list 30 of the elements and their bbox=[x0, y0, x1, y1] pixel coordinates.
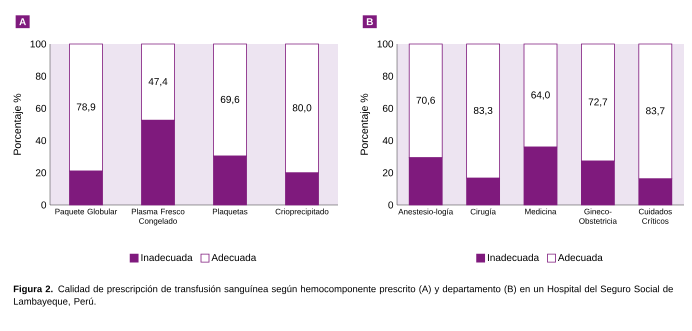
legend-label: Inadecuada bbox=[141, 254, 193, 262]
y-tick-label: 100 bbox=[378, 40, 394, 48]
y-tick-label: 40 bbox=[36, 137, 46, 144]
y-tick-label: 80 bbox=[382, 72, 394, 80]
y-tick-label: 60 bbox=[36, 104, 46, 112]
legend-label: Inadecuada bbox=[488, 254, 540, 262]
data-label: 70,6 bbox=[416, 96, 435, 105]
y-axis-title: Porcentaje % bbox=[360, 94, 370, 155]
data-label: 64,0 bbox=[531, 91, 550, 100]
y-axis-title: Porcentaje % bbox=[13, 94, 24, 155]
data-label: 47,4 bbox=[148, 78, 168, 86]
y-tick-label: 0 bbox=[388, 201, 394, 209]
data-label: 69,6 bbox=[220, 96, 240, 104]
y-tick-label: 80 bbox=[36, 72, 46, 80]
y-tick-label: 100 bbox=[30, 40, 46, 48]
y-tick-label: 20 bbox=[382, 169, 394, 176]
text: Figura 2. Calidad de prescripción de transfusión sanguínea según hemocomponente prescrito (A) y departamento (B) en un Hospital del Seguro Social de Lambayeque, Perú. bbox=[14, 285, 673, 307]
y-tick-label: 60 bbox=[382, 104, 394, 112]
data-label: 72,7 bbox=[588, 98, 608, 107]
data-label: 80,0 bbox=[292, 104, 312, 113]
legend-label: Adecuada bbox=[211, 254, 256, 262]
y-tick-label: 0 bbox=[41, 201, 46, 209]
chart-title: A bbox=[19, 18, 26, 26]
chart-title: B bbox=[366, 18, 373, 26]
data-label: 83,3 bbox=[474, 106, 492, 116]
legend-label: Adecuada bbox=[558, 254, 603, 262]
y-tick-label: 40 bbox=[382, 137, 394, 144]
data-label: 83,7 bbox=[646, 107, 665, 116]
y-tick-label: 20 bbox=[36, 169, 46, 176]
data-label: 78,9 bbox=[76, 103, 96, 112]
